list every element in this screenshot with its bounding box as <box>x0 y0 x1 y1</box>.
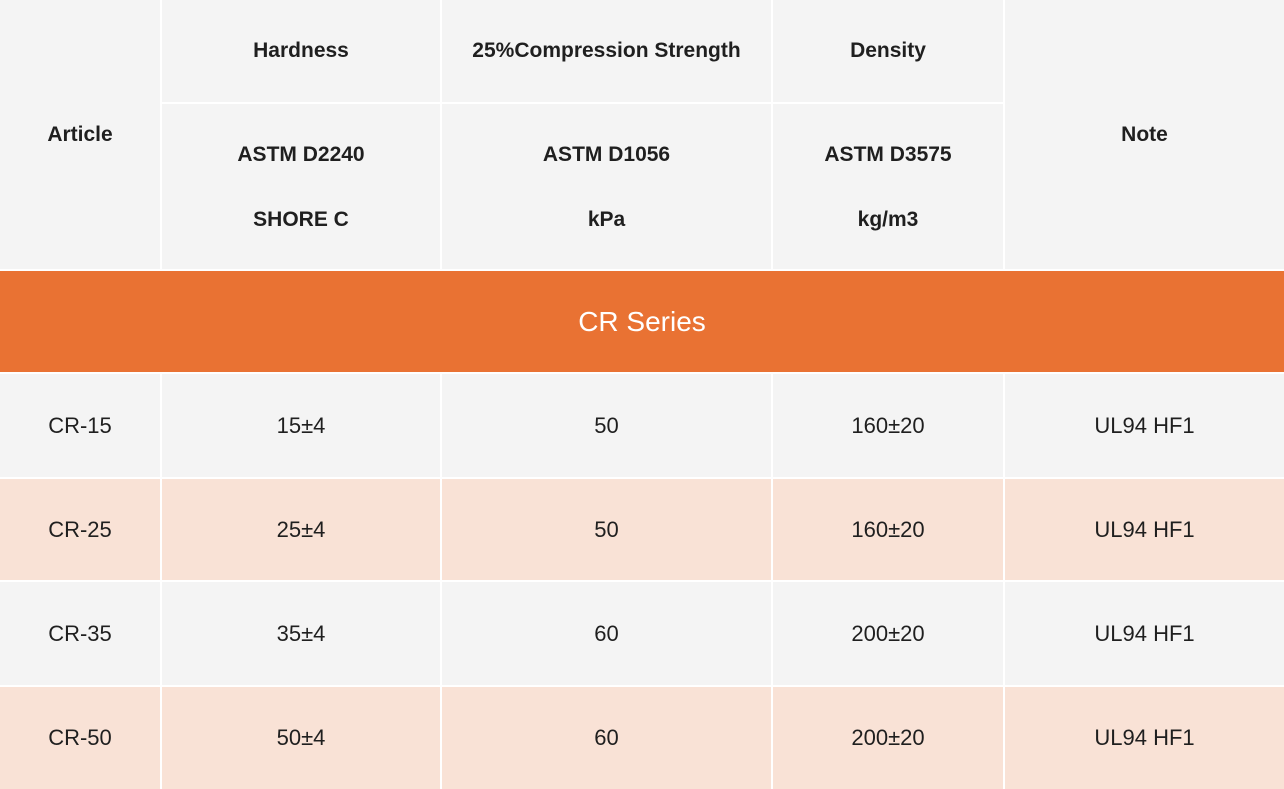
table-row-cell-compression: 50 <box>442 374 771 477</box>
table-row-cell-density: 160±20 <box>773 479 1003 580</box>
hardness-standard: ASTM D2240 <box>237 142 365 166</box>
table-row-cell-hardness: 50±4 <box>162 687 440 789</box>
header-compression-strength: 25%Compression Strength <box>442 0 771 102</box>
density-unit: kg/m3 <box>857 207 919 231</box>
table-row-cell-compression: 50 <box>442 479 771 580</box>
compression-unit: kPa <box>587 207 626 231</box>
header-compression-standard: ASTM D1056 kPa <box>442 104 771 269</box>
table-row-cell-article: CR-50 <box>0 687 160 789</box>
table-row-cell-density: 160±20 <box>773 374 1003 477</box>
table-row-cell-compression: 60 <box>442 687 771 789</box>
table-row-cell-note: UL94 HF1 <box>1005 687 1284 789</box>
header-hardness: Hardness <box>162 0 440 102</box>
table-row-cell-density: 200±20 <box>773 582 1003 685</box>
table-row-cell-article: CR-15 <box>0 374 160 477</box>
table-row-cell-note: UL94 HF1 <box>1005 479 1284 580</box>
header-density: Density <box>773 0 1003 102</box>
table-row-cell-article: CR-25 <box>0 479 160 580</box>
table-row-cell-density: 200±20 <box>773 687 1003 789</box>
table-row-cell-hardness: 35±4 <box>162 582 440 685</box>
header-article: Article <box>0 0 160 269</box>
compression-standard: ASTM D1056 <box>542 142 671 166</box>
header-density-standard: ASTM D3575 kg/m3 <box>773 104 1003 269</box>
table-row-cell-hardness: 25±4 <box>162 479 440 580</box>
density-standard: ASTM D3575 <box>824 142 952 166</box>
table-row-cell-hardness: 15±4 <box>162 374 440 477</box>
header-hardness-standard: ASTM D2240 SHORE C <box>162 104 440 269</box>
table-row-cell-note: UL94 HF1 <box>1005 374 1284 477</box>
table-row-cell-article: CR-35 <box>0 582 160 685</box>
table-row-cell-note: UL94 HF1 <box>1005 582 1284 685</box>
table-row-cell-compression: 60 <box>442 582 771 685</box>
header-note: Note <box>1005 0 1284 269</box>
hardness-unit: SHORE C <box>253 207 349 231</box>
series-banner: CR Series <box>0 271 1284 372</box>
